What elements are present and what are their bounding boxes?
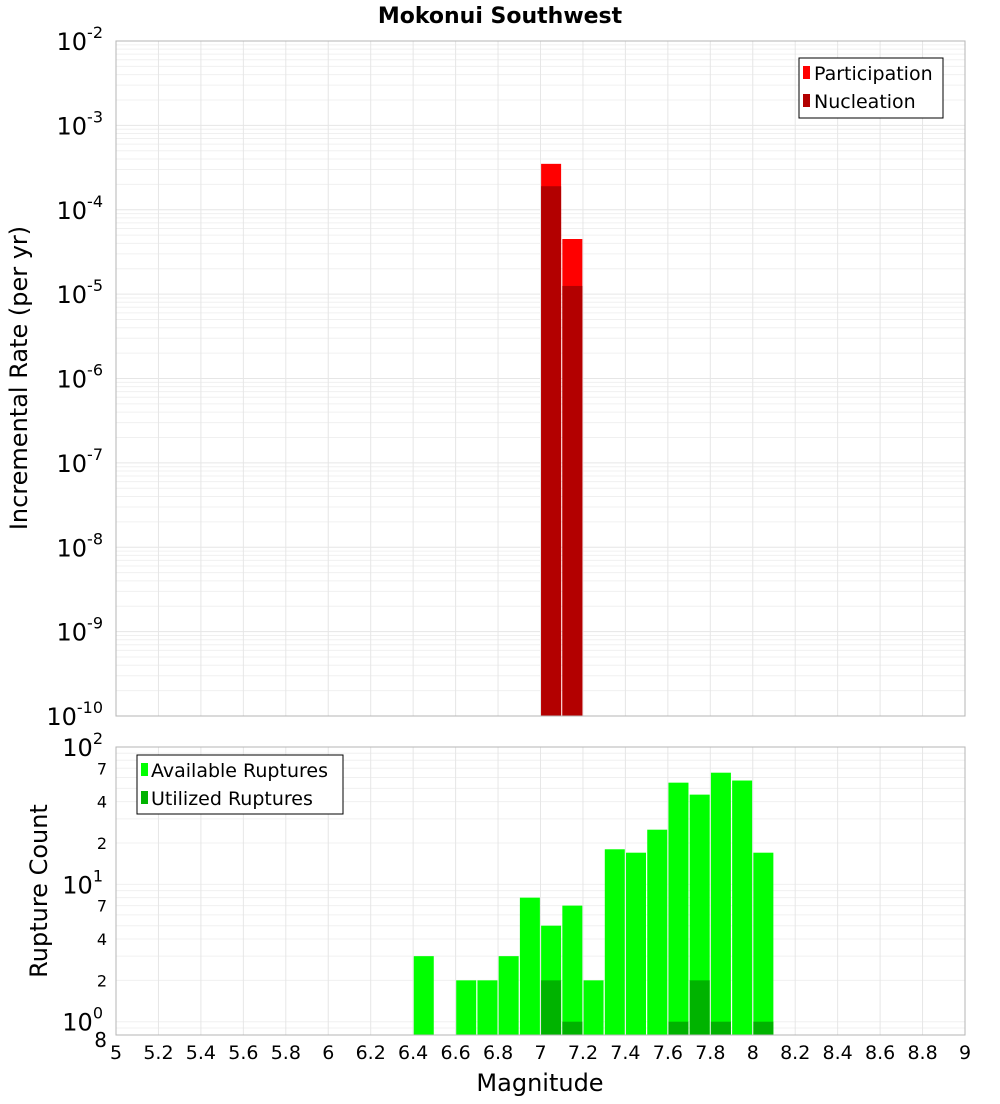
- x-tick-label: 7.4: [610, 1042, 640, 1064]
- bottom-y-minor-tick-label: 2: [97, 971, 107, 990]
- bottom-legend-swatch: [141, 791, 148, 804]
- top-y-tick-label: 10-3: [57, 107, 104, 140]
- available-ruptures-bar: [604, 849, 625, 1035]
- x-tick-label: 5.8: [271, 1042, 301, 1064]
- top-legend-label: Nucleation: [814, 91, 916, 113]
- x-tick-label: 7.2: [568, 1042, 598, 1064]
- top-y-tick-label: 10-5: [57, 276, 104, 309]
- bottom-y-minor-tick-label: 4: [97, 930, 107, 949]
- bottom-y-major-tick-label: 102: [62, 729, 103, 762]
- top-y-tick-label: 10-2: [57, 23, 104, 56]
- bottom-legend-label: Available Ruptures: [151, 760, 328, 782]
- x-tick-label: 8.8: [907, 1042, 937, 1064]
- top-legend-box: [798, 57, 944, 119]
- available-ruptures-bar: [456, 980, 477, 1035]
- utilized-ruptures-bar: [753, 1021, 774, 1035]
- x-tick-label: 8.6: [865, 1042, 895, 1064]
- bottom-y-minor-tick-label: 7: [97, 759, 107, 778]
- bottom-y-minor-tick-label: 8: [94, 1028, 107, 1052]
- x-tick-label: 5.2: [143, 1042, 173, 1064]
- available-ruptures-bar: [562, 905, 583, 1035]
- available-ruptures-bar: [519, 897, 540, 1035]
- x-tick-label: 6.2: [356, 1042, 386, 1064]
- x-axis-label: Magnitude: [476, 1069, 603, 1097]
- available-ruptures-bar: [647, 829, 668, 1035]
- x-tick-label: 8: [747, 1042, 759, 1064]
- x-tick-label: 5.4: [186, 1042, 216, 1064]
- utilized-ruptures-bar: [541, 980, 562, 1035]
- available-ruptures-bar: [583, 980, 604, 1035]
- x-tick-label: 7.8: [695, 1042, 725, 1064]
- x-tick-label: 7: [534, 1042, 546, 1064]
- available-ruptures-bar: [710, 772, 731, 1035]
- chart-title: Mokonui Southwest: [378, 4, 623, 29]
- top-y-axis-label: Incremental Rate (per yr): [5, 226, 33, 530]
- bottom-y-axis-label: Rupture Count: [25, 804, 53, 978]
- available-ruptures-bar: [413, 956, 434, 1035]
- x-tick-label: 8.4: [823, 1042, 853, 1064]
- utilized-ruptures-bar: [689, 980, 710, 1035]
- bottom-plot-frame: [115, 746, 966, 1036]
- x-tick-label: 6.4: [398, 1042, 428, 1064]
- nucleation-bar: [562, 285, 583, 716]
- top-panel: 10-2 10-3 10-4 10-5 10-6 10-7 10-8 10-9 10-10 Inc…: [5, 23, 966, 731]
- x-tick-label: 7.6: [653, 1042, 683, 1064]
- nucleation-bar: [541, 186, 562, 716]
- top-y-tick-label: 10-6: [57, 361, 104, 394]
- utilized-ruptures-bar: [668, 1021, 689, 1035]
- available-ruptures-bar: [498, 956, 519, 1035]
- top-y-tick-label: 10-10: [46, 698, 103, 731]
- bottom-y-major-tick-label: 101: [62, 866, 103, 899]
- top-y-tick-label: 10-7: [57, 445, 104, 478]
- top-plot-frame: [115, 40, 966, 717]
- available-ruptures-bar: [732, 780, 753, 1035]
- bottom-legend: Available Ruptures Utilized Ruptures: [136, 754, 344, 815]
- utilized-ruptures-bar: [562, 1021, 583, 1035]
- bottom-y-minor-tick-label: 2: [97, 834, 107, 853]
- x-tick-label: 8.2: [780, 1042, 810, 1064]
- bottom-legend-box: [136, 754, 344, 815]
- bottom-y-minor-tick-label: 7: [97, 897, 107, 916]
- top-y-tick-label: 10-4: [57, 192, 104, 225]
- bottom-legend-label: Utilized Ruptures: [151, 788, 313, 810]
- top-legend-swatch: [803, 66, 810, 79]
- x-tick-label: 5: [110, 1042, 122, 1064]
- available-ruptures-bar: [626, 852, 647, 1035]
- available-ruptures-bar: [668, 782, 689, 1035]
- top-legend-swatch: [803, 94, 810, 107]
- top-legend: Participation Nucleation: [798, 57, 944, 119]
- x-tick-label: 6: [322, 1042, 334, 1064]
- bottom-legend-swatch: [141, 763, 148, 776]
- x-tick-label: 6.8: [483, 1042, 513, 1064]
- x-tick-label: 9: [959, 1042, 971, 1064]
- x-tick-label: 5.6: [228, 1042, 258, 1064]
- top-y-tick-label: 10-9: [57, 614, 104, 647]
- available-ruptures-bar: [689, 794, 710, 1035]
- bottom-y-minor-tick-label: 4: [97, 793, 107, 812]
- bottom-y-major-tick-label: 100: [62, 1004, 103, 1037]
- available-ruptures-bar: [753, 852, 774, 1035]
- x-tick-label: 6.6: [440, 1042, 470, 1064]
- top-legend-label: Participation: [814, 63, 933, 85]
- available-ruptures-bar: [477, 980, 498, 1035]
- utilized-ruptures-bar: [710, 1021, 731, 1035]
- top-y-tick-label: 10-8: [57, 529, 104, 562]
